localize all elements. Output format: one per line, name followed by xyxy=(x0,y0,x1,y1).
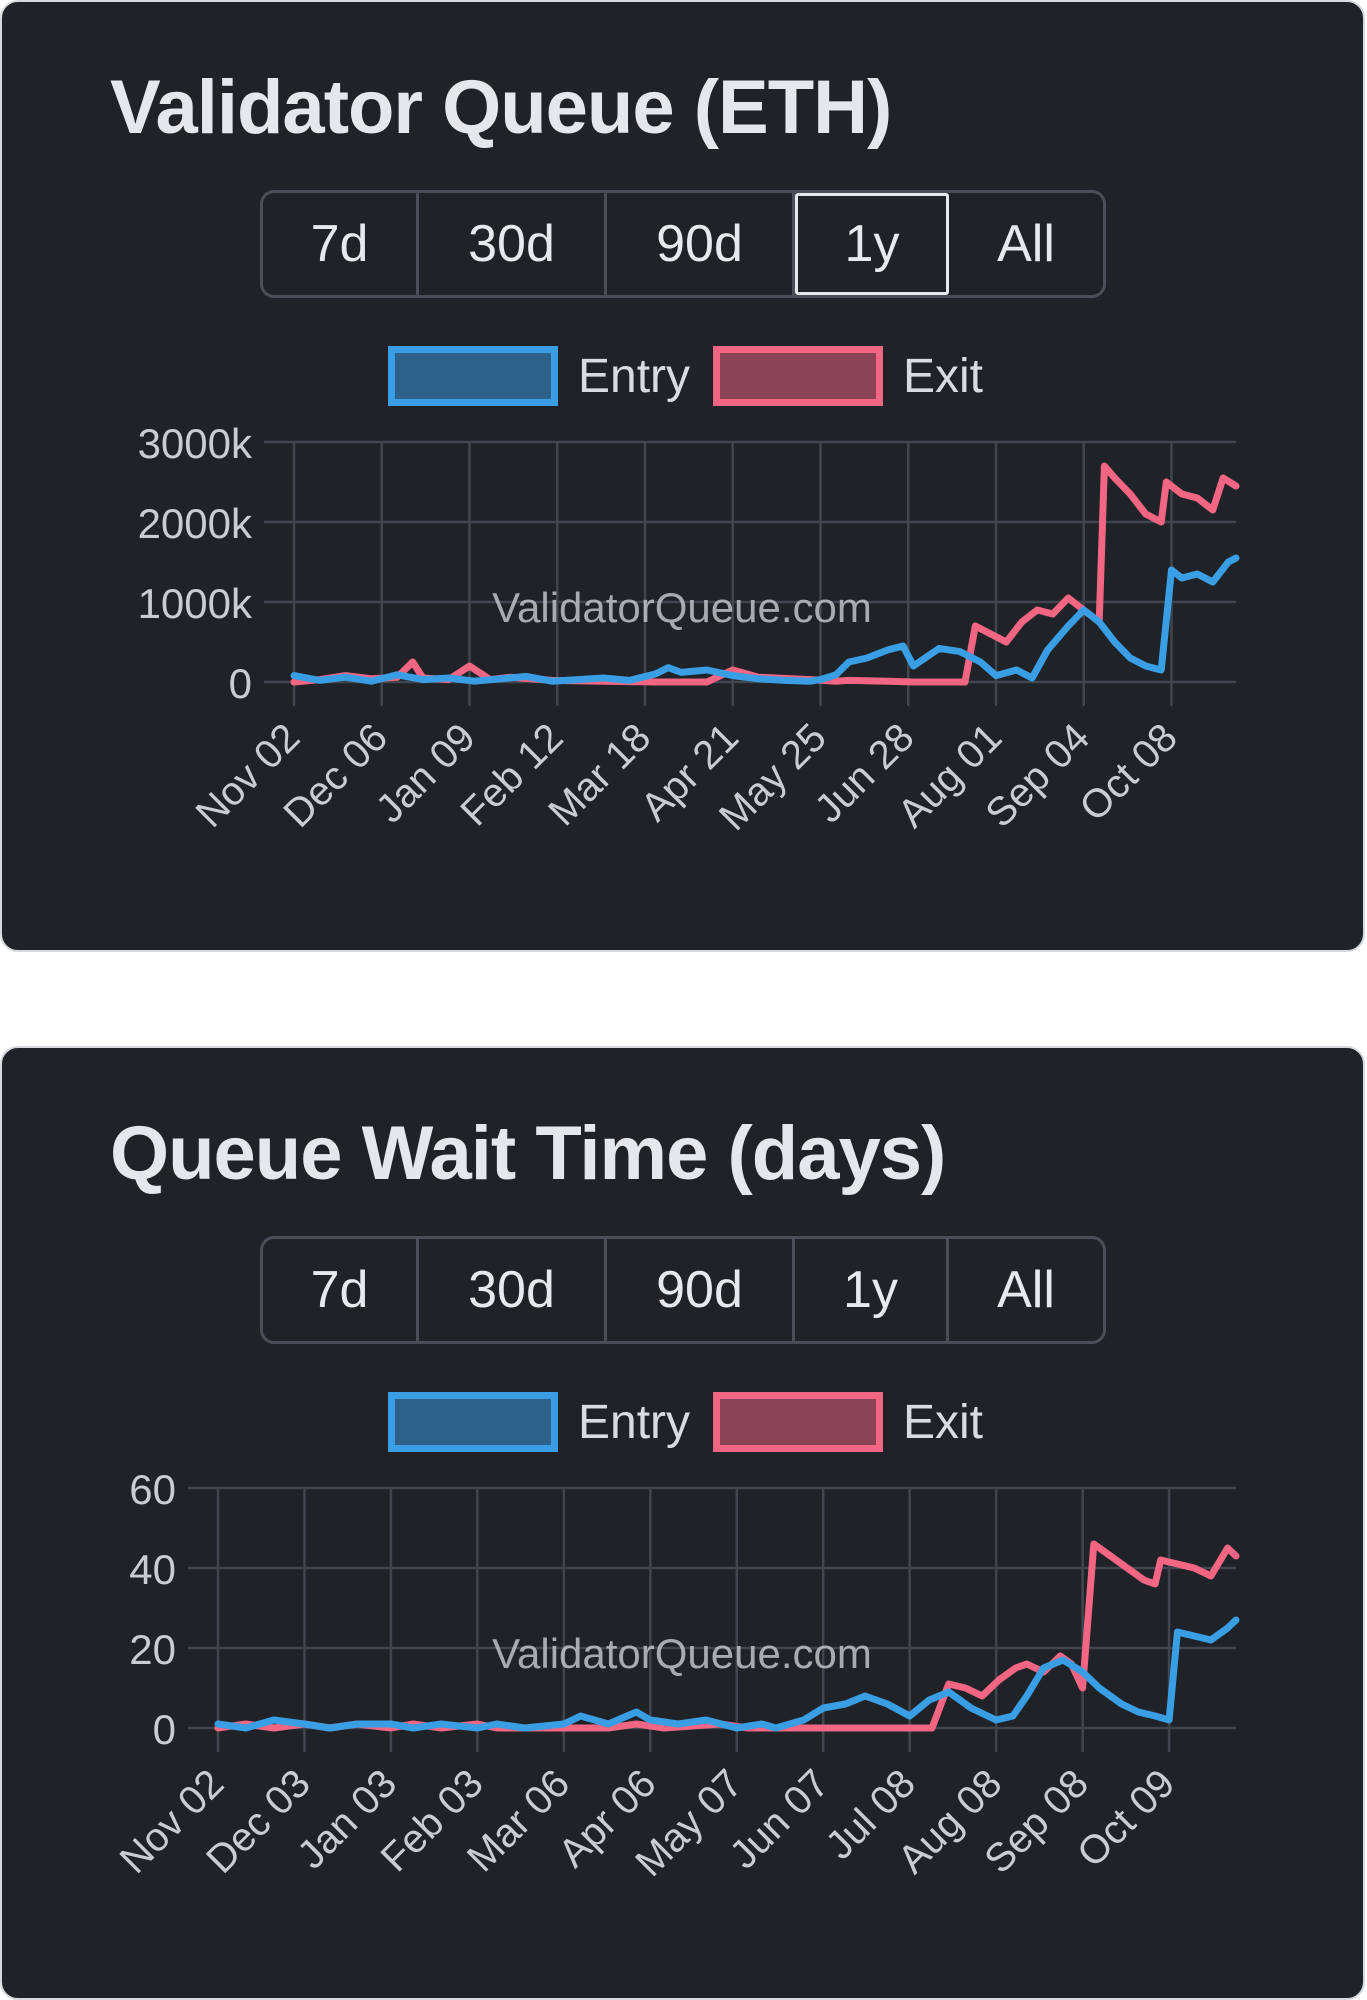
series-line-exit[interactable] xyxy=(290,462,1240,686)
wait-time-card: Queue Wait Time (days) 7d 30d 90d 1y All… xyxy=(0,1046,1365,2000)
watermark-text: ValidatorQueue.com xyxy=(492,584,872,631)
chart-title: Queue Wait Time (days) xyxy=(110,1111,946,1196)
legend-entry[interactable]: Entry xyxy=(388,1392,690,1452)
range-7d-button[interactable]: 7d xyxy=(263,193,419,295)
chart-title: Validator Queue (ETH) xyxy=(110,65,892,150)
chart-legend: Entry Exit xyxy=(2,346,1363,412)
series-line-entry[interactable] xyxy=(290,554,1240,685)
legend-exit[interactable]: Exit xyxy=(713,1392,983,1452)
series-line-entry[interactable] xyxy=(214,1616,1240,1732)
legend-entry[interactable]: Entry xyxy=(388,346,690,406)
y-tick-label: 0 xyxy=(229,660,252,707)
legend-exit-label: Exit xyxy=(903,1395,984,1449)
range-90d-button[interactable]: 90d xyxy=(607,193,795,295)
range-selector: 7d 30d 90d 1y All xyxy=(260,190,1106,298)
y-tick-label: 0 xyxy=(153,1706,176,1753)
exit-swatch xyxy=(713,346,883,406)
entry-swatch xyxy=(388,1392,558,1452)
range-all-button[interactable]: All xyxy=(997,1261,1055,1319)
watermark-text: ValidatorQueue.com xyxy=(492,1630,872,1677)
legend-entry-label: Entry xyxy=(578,1395,691,1449)
y-tick-label: 40 xyxy=(129,1546,176,1593)
range-30d-button[interactable]: 30d xyxy=(419,193,607,295)
range-30d-button[interactable]: 30d xyxy=(419,1239,607,1341)
range-selector: 7d 30d 90d 1y All xyxy=(260,1236,1106,1344)
y-tick-label: 1000k xyxy=(138,580,253,627)
x-tick-label: Jun 07 xyxy=(722,1761,838,1877)
exit-swatch xyxy=(713,1392,883,1452)
range-1y-button[interactable]: 1y xyxy=(795,193,949,295)
legend-exit[interactable]: Exit xyxy=(713,346,983,406)
x-tick-label: Oct 09 xyxy=(1069,1761,1183,1875)
entry-swatch xyxy=(388,346,558,406)
range-7d-button[interactable]: 7d xyxy=(263,1239,419,1341)
y-tick-label: 2000k xyxy=(138,500,253,547)
chart-legend: Entry Exit xyxy=(2,1392,1363,1458)
range-all-button[interactable]: All xyxy=(997,215,1055,273)
y-tick-label: 60 xyxy=(129,1466,176,1513)
validator-queue-card: Validator Queue (ETH) 7d 30d 90d 1y All … xyxy=(0,0,1365,952)
y-tick-label: 3000k xyxy=(138,420,253,467)
legend-exit-label: Exit xyxy=(903,349,984,403)
y-tick-label: 20 xyxy=(129,1626,176,1673)
x-tick-label: Oct 08 xyxy=(1071,715,1185,829)
range-90d-button[interactable]: 90d xyxy=(607,1239,795,1341)
legend-entry-label: Entry xyxy=(578,349,691,403)
range-1y-button[interactable]: 1y xyxy=(795,1239,949,1341)
